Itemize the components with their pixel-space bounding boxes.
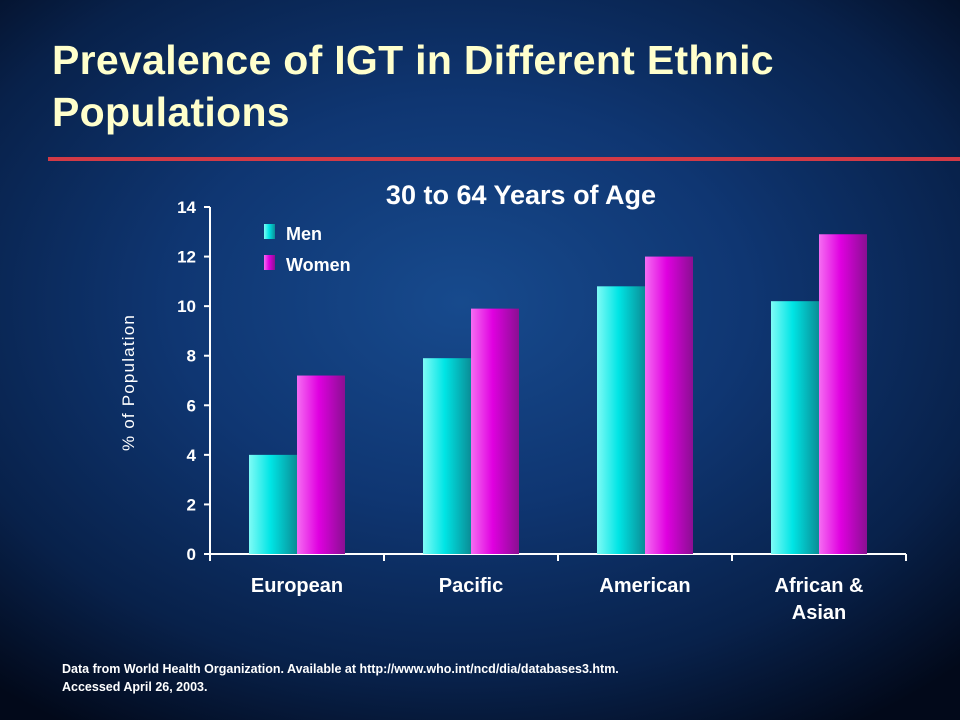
legend-swatch <box>264 224 275 239</box>
bar-men-3 <box>771 301 819 554</box>
legend-label: Women <box>286 255 351 275</box>
y-tick-label: 8 <box>187 347 196 366</box>
bar-women-3 <box>819 234 867 554</box>
bar-men-1 <box>423 358 471 554</box>
title-rule <box>48 157 960 161</box>
y-tick-label: 4 <box>187 446 197 465</box>
footnote-line: Accessed April 26, 2003. <box>62 680 208 694</box>
y-tick-label: 12 <box>177 248 196 267</box>
x-category-label: Asian <box>792 602 846 624</box>
bar-men-0 <box>249 454 297 554</box>
y-tick-label: 0 <box>187 545 196 564</box>
bar-women-0 <box>297 375 345 554</box>
x-category-label: African & <box>775 575 864 597</box>
x-category-label: American <box>599 575 690 597</box>
source-footnote: Data from World Health Organization. Ava… <box>62 660 922 696</box>
x-category-label: Pacific <box>439 575 503 597</box>
slide-title: Prevalence of IGT in Different Ethnic Po… <box>52 37 774 135</box>
legend-label: Men <box>286 224 322 244</box>
bar-women-2 <box>645 256 693 554</box>
y-tick-label: 2 <box>187 495 196 514</box>
chart-title: 30 to 64 Years of Age <box>386 180 656 210</box>
legend-swatch <box>264 255 275 270</box>
y-axis-label: % of Population <box>119 314 138 451</box>
bar-men-2 <box>597 286 645 554</box>
y-tick-label: 10 <box>177 297 196 316</box>
y-tick-label: 14 <box>177 198 196 217</box>
footnote-line: Data from World Health Organization. Ava… <box>62 662 619 676</box>
x-category-label: European <box>251 575 343 597</box>
y-tick-label: 6 <box>187 396 196 415</box>
bar-women-1 <box>471 308 519 554</box>
